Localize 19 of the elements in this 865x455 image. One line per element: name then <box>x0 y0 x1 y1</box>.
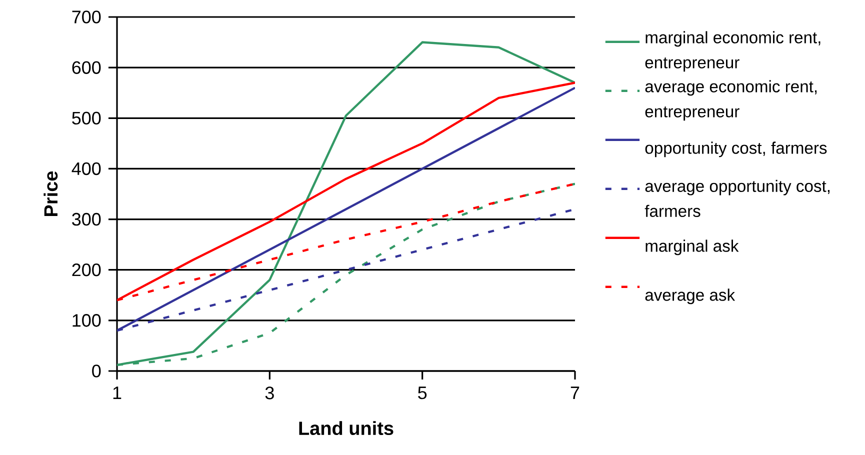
legend-label: average opportunity cost, farmers <box>644 180 830 217</box>
y-tick-label: 600 <box>72 61 101 74</box>
legend-label: marginal ask <box>646 240 739 256</box>
y-axis-title: Price <box>44 171 58 216</box>
y-tick-label: 100 <box>72 314 101 327</box>
y-tick-label: 500 <box>72 112 101 125</box>
y-tick-label: 200 <box>72 263 101 276</box>
y-tick-label: 400 <box>72 162 101 176</box>
legend-label: average economic rent, entrepreneur <box>645 80 817 121</box>
x-tick-label: 7 <box>570 386 580 399</box>
legend-label: opportunity cost, farmers <box>645 142 827 158</box>
y-tick-label: 700 <box>72 10 101 24</box>
x-tick-label: 3 <box>265 386 274 400</box>
y-tick-label: 0 <box>92 364 101 378</box>
x-axis-title: Land units <box>299 421 394 436</box>
x-tick-label: 1 <box>113 386 122 399</box>
y-tick-label: 300 <box>72 212 101 226</box>
x-tick-label: 5 <box>418 386 427 400</box>
legend-label: average ask <box>645 288 736 304</box>
